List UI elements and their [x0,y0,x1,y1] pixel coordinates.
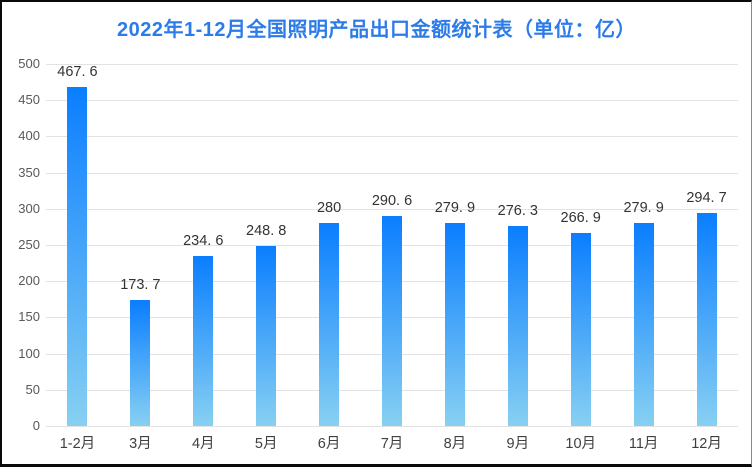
bar [193,256,214,426]
y-axis-tick-label: 300 [18,200,40,216]
bar-value-label: 279. 9 [623,200,664,217]
bar [633,223,654,426]
bar [382,215,402,426]
bar [67,87,88,426]
bar [507,225,528,426]
gridline [46,136,738,138]
y-axis-tick-label: 500 [18,56,40,71]
bar [256,245,277,426]
bar-value-label: 290. 6 [371,192,413,209]
bar-value-label: 467. 6 [57,64,98,81]
y-axis-tick-label: 200 [18,273,40,289]
x-axis-tick-label: 1-2月 [59,436,96,452]
y-axis-tick-label: 50 [25,381,40,397]
bar-value-label: 276. 3 [497,202,538,219]
bar [696,212,717,426]
y-axis-tick-label: 350 [18,164,40,180]
bar-value-label: 280 [316,200,342,217]
y-axis-tick-label: 0 [32,418,40,433]
x-axis-tick-label: 10月 [565,436,597,452]
y-axis-tick-label: 450 [18,92,40,108]
x-axis-tick-label: 5月 [254,436,278,452]
bar-value-label: 234. 6 [183,233,224,250]
bar-value-label: 173. 7 [120,277,161,294]
gridline [46,64,738,65]
gridline [46,426,738,427]
x-axis-tick-label: 7月 [380,436,404,452]
x-axis-tick-label: 4月 [191,436,215,452]
bar [570,232,591,426]
gridline [46,100,738,102]
y-axis-tick-label: 100 [18,345,40,361]
x-axis-tick-label: 11月 [628,436,659,452]
bar-value-label: 266. 9 [560,209,601,226]
x-axis-tick-label: 6月 [317,436,341,452]
bar-value-label: 279. 9 [434,200,476,217]
x-axis-tick-label: 12月 [691,436,722,452]
gridline [46,208,738,210]
bar-value-label: 248. 8 [246,222,287,239]
y-axis-tick-label: 150 [18,309,40,325]
x-axis-tick-label: 9月 [506,436,530,452]
bar [319,223,340,426]
gridline [46,172,738,174]
y-axis-tick-label: 400 [18,128,40,144]
x-axis-tick-label: 3月 [129,436,152,452]
y-axis-tick-label: 250 [18,237,40,252]
x-axis-tick-label: 8月 [443,436,467,452]
bar [444,223,465,426]
bar [130,300,151,426]
bar-value-label: 294. 7 [686,189,727,206]
chart-title: 2022年1-12月全国照明产品出口金额统计表（单位：亿） [116,19,637,41]
